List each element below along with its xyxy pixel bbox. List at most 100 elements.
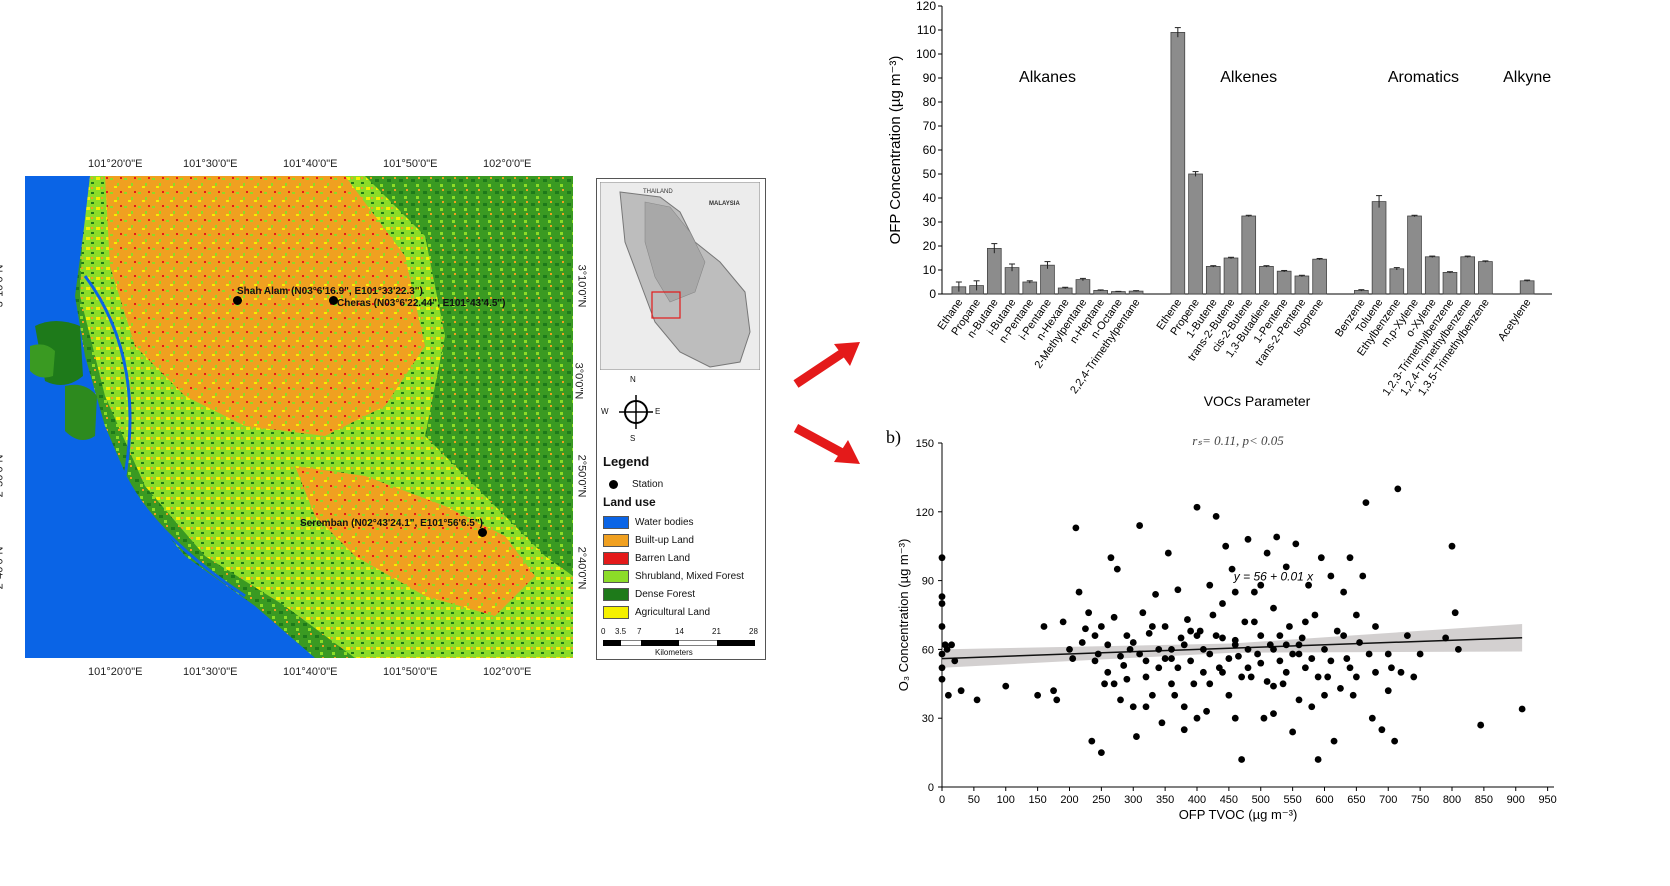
scatter-point: [938, 650, 946, 658]
map-lat-tick-right: 3°0'0"N: [572, 362, 585, 400]
legend-station: Station: [601, 475, 663, 493]
panel-label: b): [886, 427, 901, 448]
station-marker[interactable]: [233, 296, 242, 305]
y-tick-label: 100: [916, 47, 936, 61]
legend-swatch: [603, 551, 629, 565]
scatter-point: [1193, 632, 1201, 640]
scatter-point: [1362, 499, 1370, 507]
legend-station-label: Station: [632, 478, 664, 490]
scatter-point: [1206, 650, 1214, 658]
scale-tick: 0: [601, 627, 606, 636]
scatter-point: [1101, 680, 1108, 688]
scatter-point: [1180, 703, 1188, 711]
scatter-point: [1270, 646, 1277, 653]
x-tick-label: 650: [1347, 794, 1365, 806]
x-tick-label: 550: [1283, 794, 1301, 806]
y-tick-label: 60: [923, 143, 937, 157]
group-label: Alkyne: [1503, 69, 1551, 86]
map-lon-tick-bottom: 101°50'0"E: [383, 666, 438, 678]
map-lat-tick-right: 3°10'0"N: [575, 264, 588, 308]
legend-item: Built-up Land: [603, 531, 744, 549]
scatter-point: [1295, 650, 1303, 658]
scatter-point: [1193, 714, 1201, 722]
scatter-point: [1244, 646, 1252, 653]
legend-item: Dense Forest: [603, 585, 744, 603]
x-tick-label: 150: [1028, 794, 1046, 806]
inset-country-label: MALAYSIA: [709, 201, 740, 207]
x-tick-label: 500: [1252, 794, 1270, 806]
y-tick-label: 80: [923, 95, 937, 109]
scatter-point: [1282, 641, 1290, 649]
scatter-point: [1321, 691, 1328, 699]
y-tick-label: 50: [923, 167, 937, 181]
y-tick-label: 30: [923, 215, 937, 229]
legend-title: Legend: [603, 454, 650, 469]
scatter-point: [1292, 540, 1300, 548]
bar: [1170, 32, 1186, 295]
scatter-point: [938, 554, 946, 562]
bar: [1093, 289, 1108, 295]
scatter-point: [1346, 664, 1354, 672]
scatter-point: [1212, 632, 1220, 640]
scatter-point: [1365, 650, 1373, 658]
bar: [1188, 173, 1203, 295]
scatter-point: [1263, 549, 1271, 557]
scatter-point: [1148, 623, 1156, 630]
north-arrow-icon: [619, 395, 653, 429]
scatter-point: [1222, 542, 1230, 550]
scatter-point: [1257, 632, 1265, 640]
land-use-raster: [25, 176, 573, 658]
scatter-point: [973, 696, 981, 704]
scatter-points: [938, 485, 1526, 763]
scatter-point: [1072, 524, 1080, 532]
scatter-point: [1091, 657, 1099, 665]
scale-unit: Kilometers: [655, 648, 693, 657]
scatter-point: [1397, 668, 1405, 676]
legend-item-label: Shrubland, Mixed Forest: [635, 570, 744, 582]
scatter-point: [1117, 696, 1124, 704]
y-tick-label: 20: [923, 239, 937, 253]
scatter-point: [1148, 691, 1156, 699]
scatter-point: [1442, 634, 1450, 642]
correlation-annotation: rₛ= 0.11, p< 0.05: [1192, 433, 1284, 448]
scatter-point: [948, 641, 955, 649]
station-marker[interactable]: [329, 296, 338, 305]
scatter-point: [1260, 714, 1268, 722]
scatter-point: [1078, 639, 1086, 646]
scatter-point: [1359, 572, 1367, 580]
scatter-point: [1340, 588, 1348, 596]
regression-equation: y = 56 + 0.01 x: [1233, 570, 1314, 584]
legend-item-label: Built-up Land: [635, 534, 694, 546]
scatter-point: [1372, 668, 1379, 676]
bar: [1205, 265, 1221, 295]
map-lon-tick-top: 101°30'0"E: [183, 158, 238, 170]
scatter-point: [1034, 691, 1042, 699]
scatter-point: [1231, 588, 1239, 596]
scatter-point: [1333, 627, 1341, 635]
scatter-point: [1177, 634, 1185, 642]
legend-swatch: [603, 515, 629, 529]
scatter-point: [1321, 646, 1328, 653]
scatter-point: [943, 646, 951, 653]
scatter-point: [1241, 618, 1249, 626]
scale-tick: 7: [637, 627, 642, 636]
scatter-point: [1235, 652, 1242, 660]
scatter-point: [1372, 623, 1379, 630]
map-lon-tick-bottom: 102°0'0"E: [483, 666, 532, 678]
scatter-point: [1206, 581, 1214, 589]
x-tick-label: 50: [968, 794, 980, 806]
scatter-point: [1145, 629, 1153, 637]
station-marker[interactable]: [478, 528, 487, 537]
x-tick-label: 350: [1156, 794, 1174, 806]
x-tick-label: 300: [1124, 794, 1142, 806]
scatter-point: [957, 687, 965, 695]
scatter-point: [1225, 655, 1233, 662]
scatter-point: [1184, 616, 1191, 623]
scatter-point: [1244, 535, 1252, 543]
scatter-point: [1193, 503, 1201, 511]
scatter-point: [1314, 673, 1322, 681]
scatter-point: [1168, 655, 1175, 662]
bar-chart-labels: 0102030405060708090100110120EthanePropan…: [887, 0, 1551, 409]
map-lon-tick-bottom: 101°40'0"E: [283, 666, 338, 678]
scatter-point: [1110, 680, 1118, 688]
